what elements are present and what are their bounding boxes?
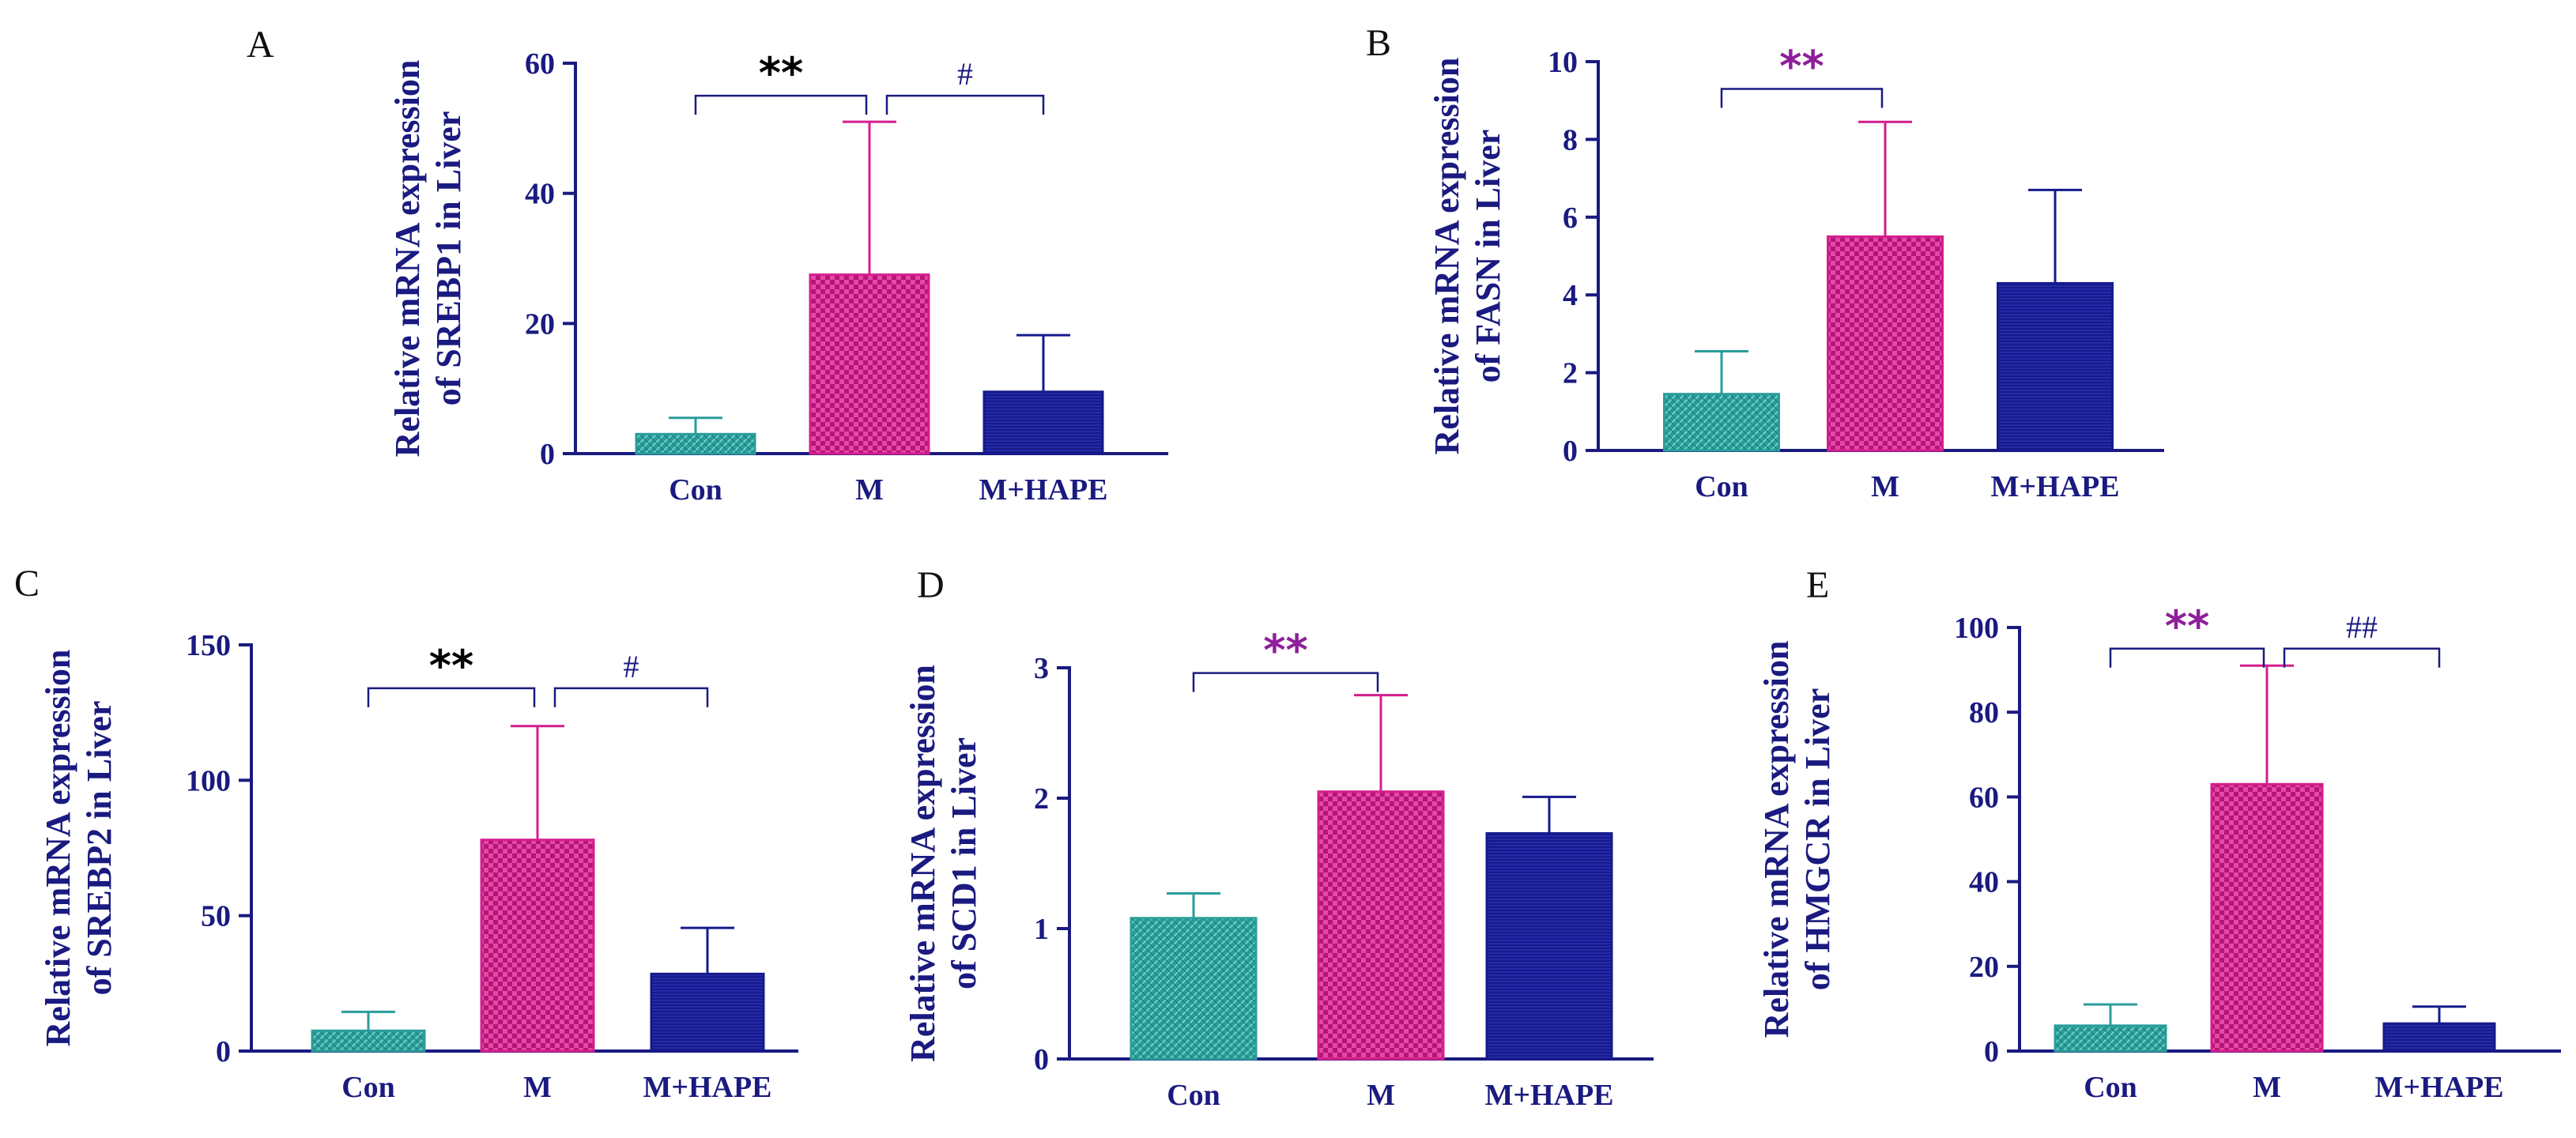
- chart-panel-d: D 0 1 2 3 Relative mRNA expressionof SCD1 in …: [903, 564, 1654, 1112]
- x-tick-label-b-mhape: M+HAPE: [1990, 470, 2119, 503]
- y-tick-label-d-3: 3: [1034, 652, 1049, 685]
- x-tick-label-c-con: Con: [341, 1071, 395, 1104]
- bar-d-mhape: [1485, 832, 1613, 1061]
- chart-panel-a: A 0 20 40 60 Relative mRNA expressionof SREBP…: [247, 24, 1168, 507]
- sig-label-d-0: **: [1263, 626, 1307, 676]
- sig-label-c-0: **: [429, 641, 473, 691]
- sig-label-b-0: **: [1779, 41, 1824, 91]
- x-tick-label-c-m: M: [523, 1071, 552, 1104]
- y-tick-label-e-2: 40: [1969, 866, 1999, 899]
- y-tick-label-b-3: 6: [1563, 202, 1578, 235]
- y-tick-label-c-3: 150: [186, 629, 231, 662]
- bar-b-con: [1663, 393, 1780, 452]
- x-tick-label-a-mhape: M+HAPE: [979, 473, 1107, 507]
- y-tick-label-d-2: 2: [1034, 782, 1049, 816]
- bar-b-mhape: [1997, 281, 2114, 452]
- y-tick-label-e-4: 80: [1969, 696, 1999, 729]
- y-tick-label-c-2: 100: [186, 764, 231, 797]
- y-axis-label-line2-e: of HMGCR in Liver: [1798, 688, 1837, 991]
- y-axis-label-line1-a: Relative mRNA expression: [388, 60, 427, 458]
- bar-d-m: [1317, 790, 1445, 1061]
- sig-label-e-1: ##: [2346, 609, 2378, 645]
- y-axis-label-line1-c: Relative mRNA expression: [39, 650, 77, 1047]
- bar-c-mhape: [650, 972, 765, 1053]
- panel-letter-b: B: [1366, 22, 1391, 64]
- y-axis-label-line2-a: of SREBP1 in Liver: [429, 111, 468, 406]
- x-tick-label-e-m: M: [2253, 1071, 2281, 1104]
- x-tick-label-b-con: Con: [1695, 470, 1748, 503]
- y-tick-label-c-0: 0: [216, 1035, 231, 1068]
- y-tick-label-e-5: 100: [1954, 612, 1999, 645]
- y-axis-label-line2-d: of SCD1 in Liver: [945, 737, 983, 989]
- sig-bracket-a-1: [885, 94, 1045, 115]
- y-axis-label-line2-c: of SREBP2 in Liver: [80, 701, 119, 996]
- x-tick-label-c-mhape: M+HAPE: [643, 1071, 771, 1104]
- x-tick-label-e-mhape: M+HAPE: [2374, 1071, 2503, 1104]
- y-axis-label-a: Relative mRNA expressionof SREBP1 in Liv…: [388, 60, 468, 458]
- sig-bracket-a-0: [694, 94, 868, 115]
- bar-e-m: [2210, 782, 2324, 1053]
- chart-panel-b: B 0 2 4 6 8 10 Relative mRNA expressionof FASN …: [1366, 22, 2164, 503]
- y-tick-label-d-1: 1: [1034, 913, 1049, 946]
- sig-bracket-e-1: [2283, 647, 2441, 668]
- panel-letter-c: C: [14, 563, 40, 605]
- sig-label-a-1: #: [957, 56, 973, 92]
- bar-e-mhape: [2382, 1022, 2496, 1053]
- bar-b-m: [1827, 235, 1944, 452]
- bar-a-m: [809, 273, 930, 455]
- y-tick-label-b-4: 8: [1563, 123, 1578, 156]
- bar-e-con: [2054, 1024, 2167, 1053]
- x-tick-label-d-mhape: M+HAPE: [1484, 1079, 1613, 1112]
- sig-bracket-d-0: [1192, 672, 1379, 692]
- sig-bracket-e-0: [2109, 647, 2265, 668]
- bar-d-con: [1130, 917, 1258, 1061]
- y-tick-label-b-5: 10: [1548, 46, 1578, 79]
- x-tick-label-d-con: Con: [1167, 1079, 1220, 1112]
- y-axis-label-line1-e: Relative mRNA expression: [1757, 641, 1796, 1038]
- bar-a-mhape: [983, 390, 1104, 455]
- panel-letter-a: A: [247, 24, 274, 66]
- y-axis-label-d: Relative mRNA expressionof SCD1 in Liver: [903, 665, 983, 1062]
- y-axis-label-c: Relative mRNA expressionof SREBP2 in Liv…: [39, 650, 119, 1047]
- x-tick-label-a-m: M: [855, 473, 884, 507]
- y-tick-label-e-0: 0: [1984, 1035, 1999, 1068]
- sig-label-e-0: **: [2165, 601, 2209, 651]
- y-axis-label-e: Relative mRNA expressionof HMGCR in Live…: [1757, 641, 1837, 1038]
- y-axis-label-b: Relative mRNA expressionof FASN in Liver: [1428, 58, 1507, 455]
- y-tick-label-c-1: 50: [201, 900, 231, 933]
- y-axis-label-line1-d: Relative mRNA expression: [903, 665, 942, 1062]
- panel-letter-d: D: [917, 564, 945, 606]
- sig-bracket-b-0: [1720, 88, 1884, 108]
- x-tick-label-a-con: Con: [669, 473, 722, 507]
- y-tick-label-a-0: 0: [540, 438, 555, 471]
- y-tick-label-d-0: 0: [1034, 1043, 1049, 1076]
- y-tick-label-b-0: 0: [1563, 435, 1578, 468]
- y-tick-label-e-1: 20: [1969, 951, 1999, 984]
- bar-c-m: [480, 838, 595, 1053]
- chart-panel-c: C 0 50 100 150 Relative mRNA expressionof SRE…: [14, 563, 798, 1104]
- y-tick-label-a-1: 20: [525, 307, 555, 341]
- sig-label-c-1: #: [624, 649, 639, 684]
- y-axis-label-line2-b: of FASN in Liver: [1469, 130, 1507, 383]
- sig-bracket-c-0: [367, 687, 536, 707]
- y-tick-label-b-2: 4: [1563, 279, 1578, 312]
- sig-label-a-0: **: [759, 48, 803, 98]
- panel-letter-e: E: [1806, 564, 1829, 606]
- chart-panel-e: E 0 20 40 60 80 100 Relative mRNA expressionof …: [1757, 564, 2561, 1104]
- x-tick-label-e-con: Con: [2084, 1071, 2137, 1104]
- x-tick-label-d-m: M: [1367, 1079, 1395, 1112]
- bar-a-con: [635, 432, 756, 455]
- y-tick-label-e-3: 60: [1969, 781, 1999, 814]
- y-tick-label-a-3: 60: [525, 47, 555, 81]
- sig-bracket-c-1: [553, 687, 709, 707]
- bar-c-con: [311, 1029, 426, 1053]
- y-axis-label-line1-b: Relative mRNA expression: [1428, 58, 1466, 455]
- y-tick-label-b-1: 2: [1563, 357, 1578, 390]
- y-tick-label-a-2: 40: [525, 178, 555, 211]
- x-tick-label-b-m: M: [1871, 470, 1899, 503]
